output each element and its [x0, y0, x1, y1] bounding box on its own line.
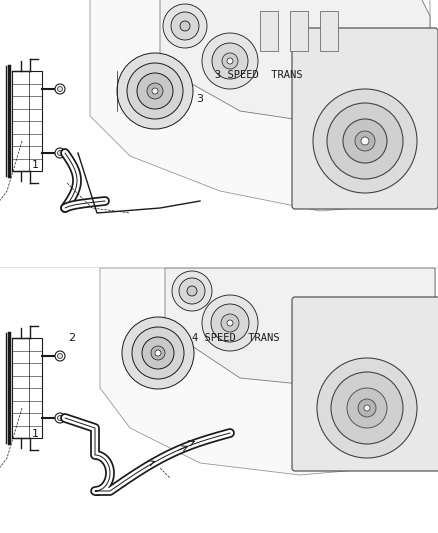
Circle shape	[361, 137, 369, 145]
Circle shape	[221, 314, 239, 332]
Circle shape	[355, 131, 375, 151]
Circle shape	[212, 43, 248, 79]
Bar	[320, 11, 338, 51]
Circle shape	[122, 317, 194, 389]
Circle shape	[57, 150, 63, 156]
Circle shape	[172, 271, 212, 311]
Circle shape	[364, 405, 370, 411]
Circle shape	[55, 413, 65, 423]
Text: 1: 1	[32, 430, 39, 439]
Circle shape	[55, 148, 65, 158]
Text: 4 SPEED  TRANS: 4 SPEED TRANS	[192, 334, 279, 343]
Bar	[12, 338, 42, 438]
Circle shape	[317, 358, 417, 458]
Circle shape	[137, 73, 173, 109]
Circle shape	[142, 337, 174, 369]
Circle shape	[187, 286, 197, 296]
Circle shape	[132, 327, 184, 379]
Circle shape	[327, 103, 403, 179]
Circle shape	[331, 372, 403, 444]
Circle shape	[313, 89, 417, 193]
Circle shape	[171, 12, 199, 40]
Circle shape	[117, 53, 193, 129]
Circle shape	[179, 278, 205, 304]
Text: 3: 3	[197, 94, 204, 103]
Polygon shape	[160, 0, 430, 126]
Circle shape	[151, 346, 165, 360]
Circle shape	[347, 388, 387, 428]
Circle shape	[55, 351, 65, 361]
Circle shape	[55, 84, 65, 94]
Polygon shape	[90, 0, 430, 211]
Circle shape	[57, 86, 63, 92]
Circle shape	[227, 58, 233, 64]
Bar	[260, 11, 278, 51]
Circle shape	[227, 320, 233, 326]
Circle shape	[127, 63, 183, 119]
Circle shape	[358, 399, 376, 417]
Circle shape	[202, 33, 258, 89]
Polygon shape	[165, 268, 435, 388]
Circle shape	[343, 119, 387, 163]
Text: 3 SPEED  TRANS: 3 SPEED TRANS	[215, 70, 303, 79]
Bar	[12, 71, 42, 171]
Circle shape	[152, 88, 158, 94]
Circle shape	[57, 416, 63, 421]
Bar	[290, 11, 308, 51]
Circle shape	[163, 4, 207, 48]
Text: 2: 2	[68, 334, 76, 343]
Circle shape	[57, 353, 63, 359]
Circle shape	[155, 350, 161, 356]
Circle shape	[180, 21, 190, 31]
FancyBboxPatch shape	[292, 297, 438, 471]
Circle shape	[211, 304, 249, 342]
Text: 1: 1	[32, 160, 39, 170]
FancyBboxPatch shape	[292, 28, 438, 209]
Polygon shape	[100, 268, 435, 475]
Circle shape	[222, 53, 238, 69]
Circle shape	[147, 83, 163, 99]
Circle shape	[202, 295, 258, 351]
